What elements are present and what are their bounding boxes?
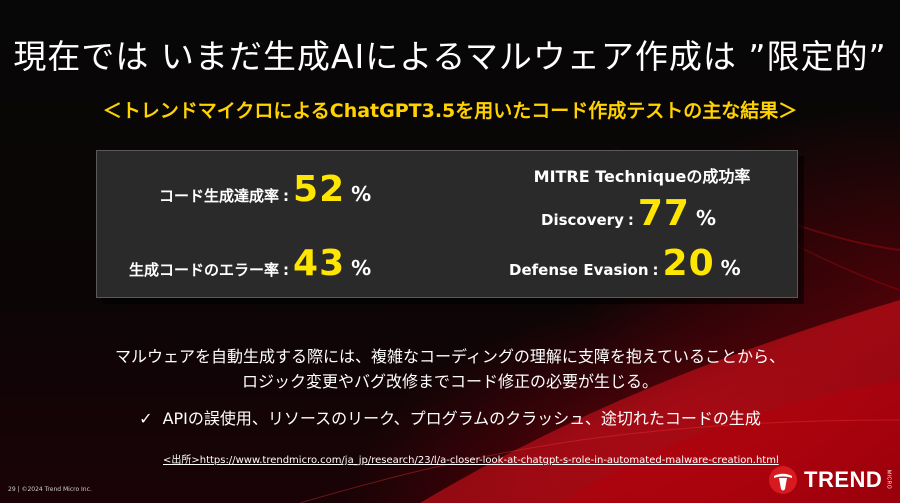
- stat-discovery: Discovery : 77 %: [541, 193, 716, 234]
- stat-value: 77: [637, 193, 690, 234]
- summary-line-2: ロジック変更やバグ改修までコード修正の必要が生じる。: [241, 372, 658, 391]
- bullet-item: ✓ APIの誤使用、リソースのリーク、プログラムのクラッシュ、途切れたコードの生成: [0, 405, 900, 429]
- stat-unit: %: [695, 206, 717, 230]
- stat-value: 43: [293, 243, 346, 284]
- logo-subtext: MICRO: [885, 470, 892, 490]
- stat-label: コード生成達成率: [159, 187, 280, 205]
- logo-text: TREND: [804, 467, 883, 492]
- source-link[interactable]: <出所>https://www.trendmicro.com/ja_jp/res…: [163, 455, 779, 466]
- stat-unit: %: [351, 182, 372, 206]
- page-info: 29 | ©2024 Trend Micro Inc.: [8, 486, 92, 493]
- trend-micro-logo: TREND MICRO: [768, 464, 891, 496]
- results-panel: コード生成達成率 : 52 % 生成コードのエラー率 : 43 % MITRE …: [96, 150, 798, 298]
- stat-value: 20: [662, 243, 715, 284]
- slide-subtitle: ＜トレンドマイクロによるChatGPT3.5を用いたコード作成テストの主な結果＞: [102, 100, 798, 122]
- stat-label: Defense Evasion: [509, 261, 649, 279]
- stat-defense-evasion: Defense Evasion : 20 %: [509, 243, 741, 284]
- bullet-text: APIの誤使用、リソースのリーク、プログラムのクラッシュ、途切れたコードの生成: [162, 409, 761, 428]
- stat-label: 生成コードのエラー率: [129, 261, 280, 279]
- trend-micro-mark-icon: [769, 466, 797, 494]
- stat-colon: :: [652, 261, 659, 279]
- stat-colon: :: [283, 187, 290, 205]
- stat-unit: %: [720, 256, 741, 280]
- stat-code-success: コード生成達成率 : 52 %: [159, 169, 371, 210]
- stat-colon: :: [283, 261, 290, 279]
- stat-unit: %: [351, 256, 372, 280]
- summary-paragraph: マルウェアを自動生成する際には、複雑なコーディングの理解に支障を抱えていることか…: [0, 344, 900, 394]
- summary-line-1: マルウェアを自動生成する際には、複雑なコーディングの理解に支障を抱えていることか…: [114, 347, 786, 366]
- stat-value: 52: [293, 169, 346, 210]
- stat-colon: :: [627, 211, 634, 229]
- stat-label: Discovery: [541, 211, 624, 229]
- check-icon: ✓: [139, 409, 153, 428]
- stat-error-rate: 生成コードのエラー率 : 43 %: [129, 243, 371, 284]
- slide-title: 現在では いまだ生成AIによるマルウェア作成は ”限定的”: [13, 37, 887, 76]
- mitre-heading: MITRE Techniqueの成功率: [533, 167, 751, 186]
